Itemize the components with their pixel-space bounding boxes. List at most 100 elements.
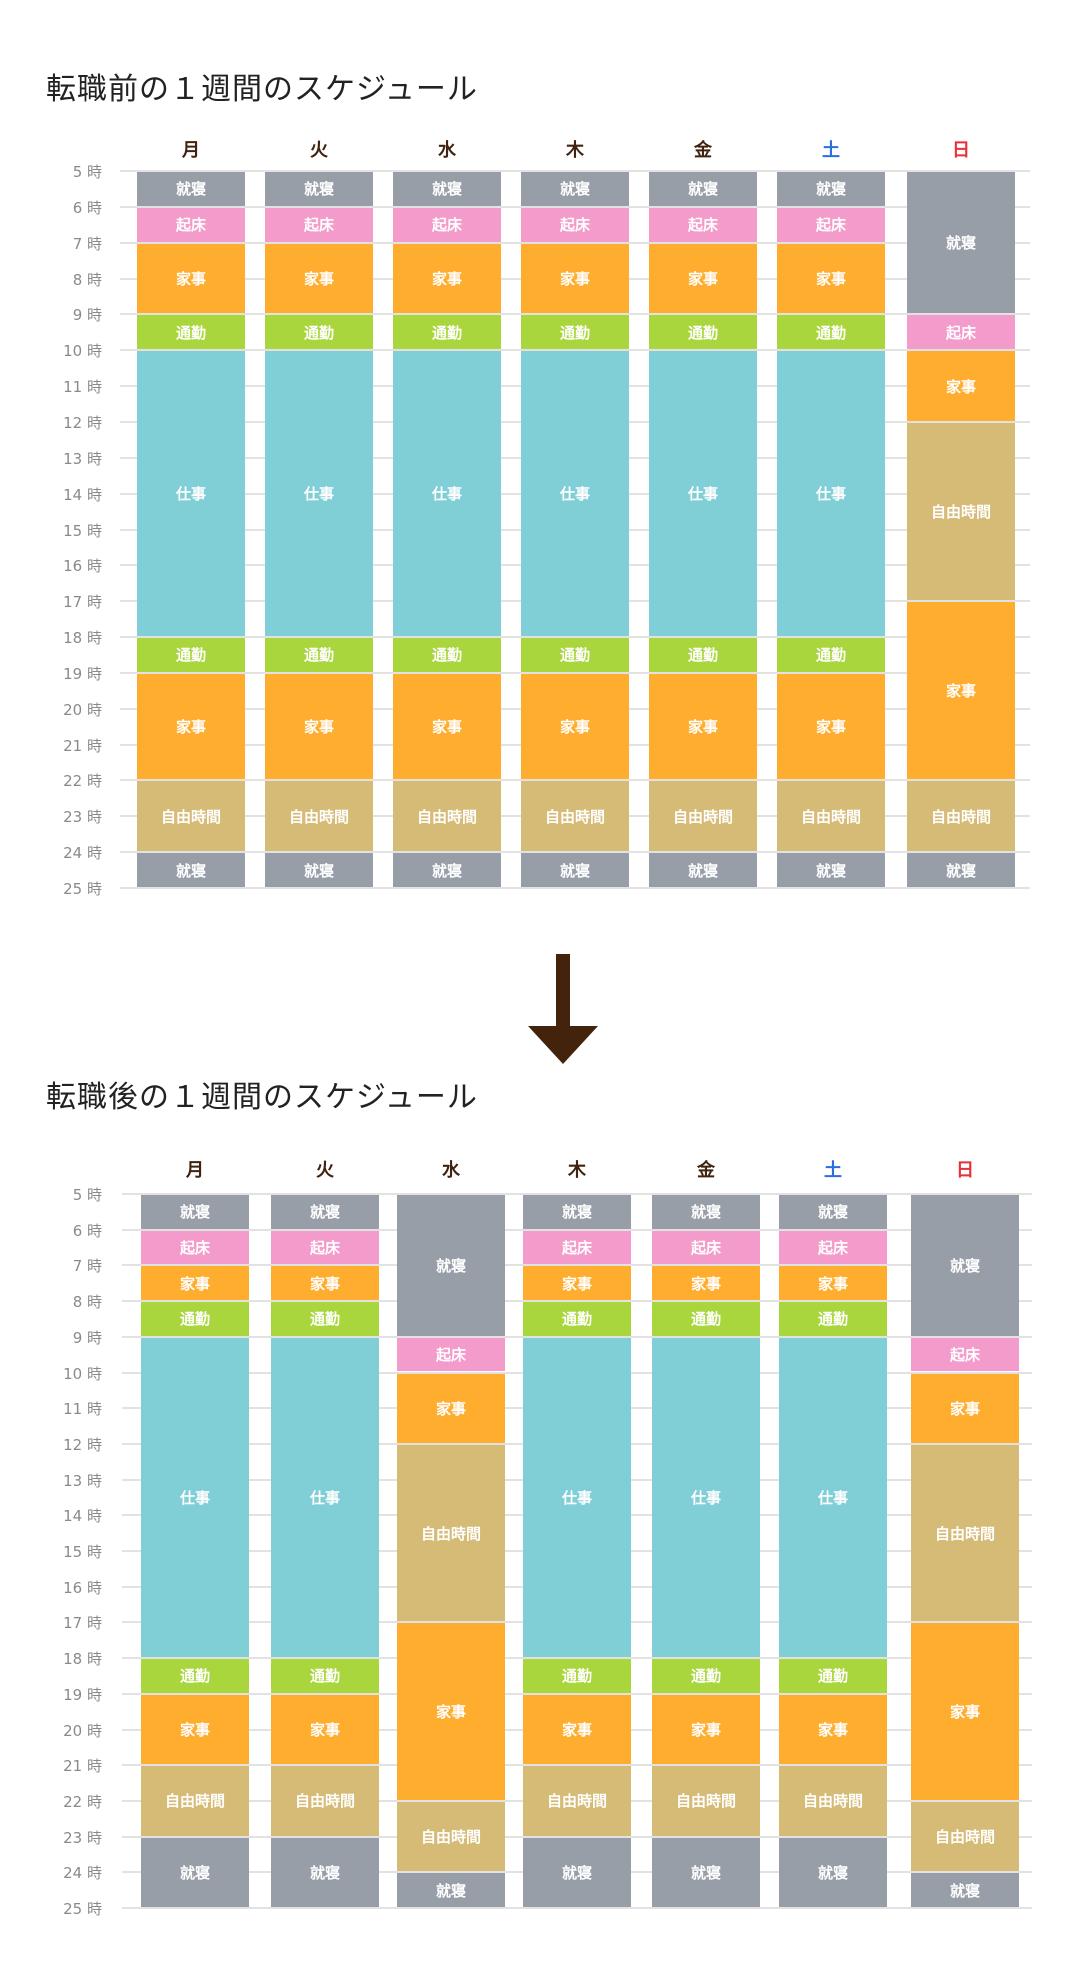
y-tick-label: 11 時: [63, 378, 102, 397]
schedule-block: 家事: [649, 243, 757, 314]
y-tick-label: 21 時: [63, 1757, 102, 1776]
y-tick-label: 14 時: [63, 1507, 102, 1526]
day-header: 木: [566, 140, 584, 161]
y-tick-label: 19 時: [63, 664, 102, 683]
schedule-block: 仕事: [777, 351, 885, 637]
schedule-block: 就寝: [521, 172, 629, 206]
y-tick-label: 22 時: [63, 1792, 102, 1811]
y-tick-label: 23 時: [63, 1828, 102, 1847]
schedule-block: 起床: [393, 207, 501, 242]
schedule-block: 家事: [521, 673, 629, 780]
schedule-block: 起床: [911, 1337, 1019, 1372]
day-header: 土: [822, 140, 840, 161]
schedule-block: 家事: [393, 673, 501, 780]
gridline: [122, 1657, 1032, 1660]
y-tick-label: 7 時: [72, 234, 102, 253]
schedule-block: 通勤: [141, 1302, 249, 1336]
schedule-block: 通勤: [523, 1659, 631, 1693]
gridline: [122, 1335, 1032, 1338]
schedule-block: 仕事: [523, 1337, 631, 1658]
schedule-block: 仕事: [137, 351, 245, 637]
y-tick-label: 11 時: [63, 1400, 102, 1419]
gridline: [122, 1264, 1032, 1267]
schedule-block: 家事: [911, 1373, 1019, 1443]
schedule-block: 起床: [652, 1230, 760, 1265]
schedule-block: 就寝: [652, 1837, 760, 1907]
gridline: [120, 851, 1030, 854]
schedule-block: 就寝: [777, 853, 885, 887]
schedule-block: 就寝: [271, 1837, 379, 1907]
schedule-block: 家事: [652, 1694, 760, 1765]
day-header: 火: [310, 140, 328, 161]
y-tick-label: 6 時: [72, 1221, 102, 1240]
schedule-block: 家事: [523, 1694, 631, 1765]
y-tick-label: 7 時: [72, 1257, 102, 1276]
schedule-block: 家事: [907, 351, 1015, 421]
chart-title-after: 転職後の１週間のスケジュール: [46, 1080, 478, 1115]
schedule-block: 自由時間: [911, 1801, 1019, 1872]
schedule-block: 家事: [907, 602, 1015, 780]
y-tick-label: 20 時: [63, 700, 102, 719]
schedule-block: 家事: [397, 1623, 505, 1800]
schedule-block: 仕事: [393, 351, 501, 637]
schedule-block: 通勤: [271, 1302, 379, 1336]
schedule-block: 通勤: [779, 1302, 887, 1336]
schedule-block: 家事: [649, 673, 757, 780]
gridline: [120, 241, 1030, 244]
gridline: [122, 1764, 1032, 1767]
schedule-block: 通勤: [393, 638, 501, 672]
schedule-block: 就寝: [521, 853, 629, 887]
schedule-block: 通勤: [779, 1659, 887, 1693]
schedule-block: 起床: [777, 207, 885, 242]
schedule-block: 家事: [137, 673, 245, 780]
schedule-block: 自由時間: [649, 781, 757, 852]
y-tick-label: 15 時: [63, 1543, 102, 1561]
schedule-block: 起床: [137, 207, 245, 242]
y-tick-label: 8 時: [72, 270, 102, 289]
schedule-block: 起床: [907, 315, 1015, 350]
gridline: [120, 170, 1030, 172]
schedule-block: 就寝: [137, 853, 245, 887]
schedule-block: 家事: [521, 243, 629, 314]
day-header: 水: [442, 1160, 460, 1181]
arrow-down-icon: [528, 954, 598, 1064]
y-tick-label: 8 時: [72, 1293, 102, 1312]
schedule-block: 就寝: [911, 1873, 1019, 1907]
schedule-block: 就寝: [393, 172, 501, 206]
gridline: [120, 779, 1030, 782]
day-header: 火: [316, 1160, 334, 1181]
y-tick-label: 16 時: [63, 1578, 102, 1597]
schedule-block: 就寝: [137, 172, 245, 206]
schedule-block: 通勤: [649, 315, 757, 350]
y-tick-label: 10 時: [63, 1364, 102, 1383]
gridline: [120, 887, 1030, 889]
y-tick-label: 13 時: [63, 449, 102, 468]
day-header: 日: [952, 140, 970, 161]
schedule-block: 起床: [523, 1230, 631, 1265]
schedule-block: 通勤: [777, 638, 885, 672]
schedule-block: 通勤: [652, 1302, 760, 1336]
schedule-block: 家事: [397, 1373, 505, 1443]
schedule-block: 通勤: [265, 315, 373, 350]
schedule-block: 仕事: [265, 351, 373, 637]
schedule-block: 通勤: [271, 1659, 379, 1693]
schedule-block: 通勤: [137, 315, 245, 350]
gridline: [120, 636, 1030, 639]
schedule-block: 起床: [141, 1230, 249, 1265]
schedule-block: 就寝: [141, 1837, 249, 1907]
day-header: 土: [824, 1160, 842, 1181]
schedule-block: 通勤: [265, 638, 373, 672]
schedule-block: 自由時間: [652, 1766, 760, 1836]
schedule-block: 通勤: [521, 638, 629, 672]
y-tick-label: 5 時: [72, 163, 102, 181]
schedule-block: 家事: [265, 673, 373, 780]
day-header: 日: [956, 1160, 974, 1181]
gridline: [120, 671, 1030, 674]
schedule-block: 仕事: [779, 1337, 887, 1658]
schedule-block: 自由時間: [141, 1766, 249, 1836]
schedule-block: 家事: [779, 1266, 887, 1301]
gridline: [122, 1193, 1032, 1195]
schedule-block: 起床: [649, 207, 757, 242]
schedule-block: 就寝: [779, 1195, 887, 1229]
y-tick-label: 17 時: [63, 593, 102, 612]
